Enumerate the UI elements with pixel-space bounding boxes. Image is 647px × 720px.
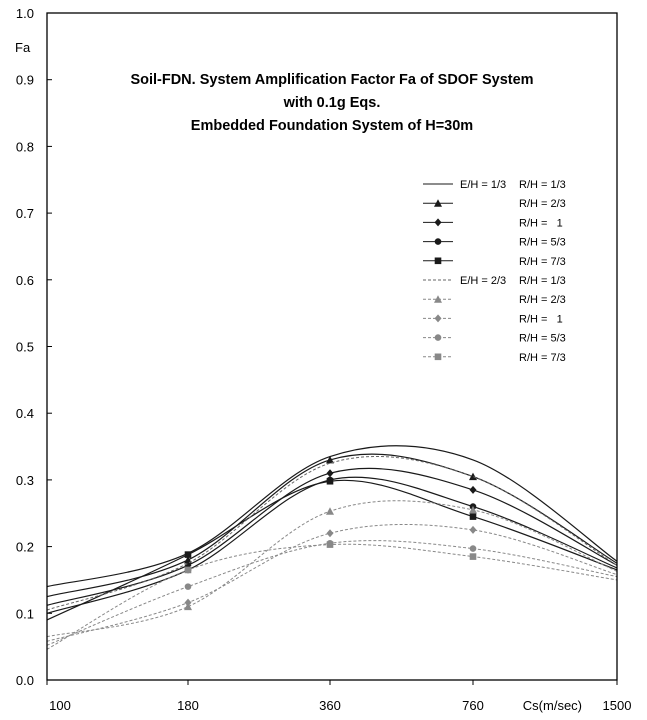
x-axis-label: Cs(m/sec) <box>523 698 582 713</box>
series-8 <box>46 523 618 642</box>
legend-group-label: E/H = 2/3 <box>460 275 506 287</box>
legend-marker <box>434 334 442 341</box>
legend-label: R/H = 2/3 <box>519 198 566 210</box>
legend-marker <box>434 257 442 265</box>
y-tick-label: 0.5 <box>16 340 34 355</box>
y-tick-label: 0.9 <box>16 73 34 88</box>
data-point <box>184 551 192 558</box>
legend-item: R/H = 5/3 <box>423 333 566 345</box>
x-tick-label: 180 <box>177 698 199 713</box>
data-point <box>469 505 477 514</box>
data-point <box>326 507 334 515</box>
legend-item: R/H = 2/3 <box>423 198 566 210</box>
data-point <box>469 553 477 560</box>
y-tick-label: 1.0 <box>16 6 34 21</box>
x-axis-ticks: 100 180 360 760 1500 <box>46 680 632 713</box>
x-tick-label: 100 <box>49 698 71 713</box>
chart-title: Soil-FDN. System Amplification Factor Fa… <box>130 72 533 134</box>
legend-label: R/H = 5/3 <box>519 237 566 249</box>
legend-marker <box>434 314 442 323</box>
y-tick-label: 0.3 <box>16 473 34 488</box>
data-point <box>326 469 334 478</box>
series-3 <box>46 467 618 606</box>
data-point <box>326 455 334 464</box>
legend-item: R/H = 7/3 <box>423 352 566 364</box>
series-line <box>46 523 618 642</box>
data-point <box>184 555 192 564</box>
legend-marker <box>434 218 442 227</box>
data-point <box>469 513 477 520</box>
legend-item: E/H = 1/3 R/H = 1/3 <box>423 179 566 191</box>
legend-marker <box>434 353 442 361</box>
legend-item: R/H = 7/3 <box>423 256 566 268</box>
data-point <box>184 598 192 607</box>
legend-label: R/H = 7/3 <box>519 352 566 364</box>
series-6 <box>46 455 618 611</box>
plot-frame <box>46 12 618 681</box>
series-5 <box>46 477 618 621</box>
legend-marker <box>434 238 442 245</box>
legend-group-label: E/H = 1/3 <box>460 179 506 191</box>
data-point <box>326 529 334 538</box>
data-point <box>184 566 192 574</box>
data-point <box>184 583 192 590</box>
legend-marker <box>434 295 442 303</box>
legend-label: R/H = 1 <box>519 217 563 229</box>
legend-label: R/H = 2/3 <box>519 294 566 306</box>
data-point <box>326 541 334 548</box>
data-point <box>469 472 477 481</box>
legend-item: R/H = 1 <box>423 217 563 229</box>
y-tick-label: 0.6 <box>16 273 34 288</box>
legend-marker <box>434 199 442 207</box>
legend-label: R/H = 1 <box>519 313 563 325</box>
legend-item: E/H = 2/3 R/H = 1/3 <box>423 275 566 287</box>
data-point <box>469 485 477 494</box>
legend-label: R/H = 1/3 <box>519 179 566 191</box>
title-line-3: Embedded Foundation System of H=30m <box>191 118 473 134</box>
y-axis-ticks: 0.0 0.1 0.2 0.3 0.4 0.5 0.6 0.7 0.8 0.9 1.0 <box>16 6 52 688</box>
legend-item: R/H = 5/3 <box>423 237 566 249</box>
y-tick-label: 0.2 <box>16 540 34 555</box>
legend-label: R/H = 1/3 <box>519 275 566 287</box>
data-point <box>326 477 334 485</box>
legend-item: R/H = 1 <box>423 313 563 325</box>
legend-label: R/H = 5/3 <box>519 333 566 345</box>
series-10 <box>46 541 618 650</box>
y-tick-label: 0.0 <box>16 673 34 688</box>
y-axis-label: Fa <box>15 40 31 55</box>
data-point <box>469 545 477 552</box>
x-tick-label: 1500 <box>603 698 632 713</box>
legend: E/H = 1/3 R/H = 1/3 R/H = 2/3 R/H = 1 R/H = … <box>423 179 566 364</box>
series-line <box>46 455 618 611</box>
y-tick-label: 0.8 <box>16 139 34 154</box>
y-tick-label: 0.1 <box>16 606 34 621</box>
y-tick-label: 0.7 <box>16 206 34 221</box>
data-point <box>469 525 477 534</box>
x-tick-label: 760 <box>462 698 484 713</box>
title-line-2: with 0.1g Eqs. <box>283 95 381 111</box>
legend-label: R/H = 7/3 <box>519 256 566 268</box>
series-layer <box>46 445 618 650</box>
y-tick-label: 0.4 <box>16 406 34 421</box>
legend-item: R/H = 2/3 <box>423 294 566 306</box>
x-tick-label: 360 <box>319 698 341 713</box>
title-line-1: Soil-FDN. System Amplification Factor Fa… <box>130 72 533 88</box>
